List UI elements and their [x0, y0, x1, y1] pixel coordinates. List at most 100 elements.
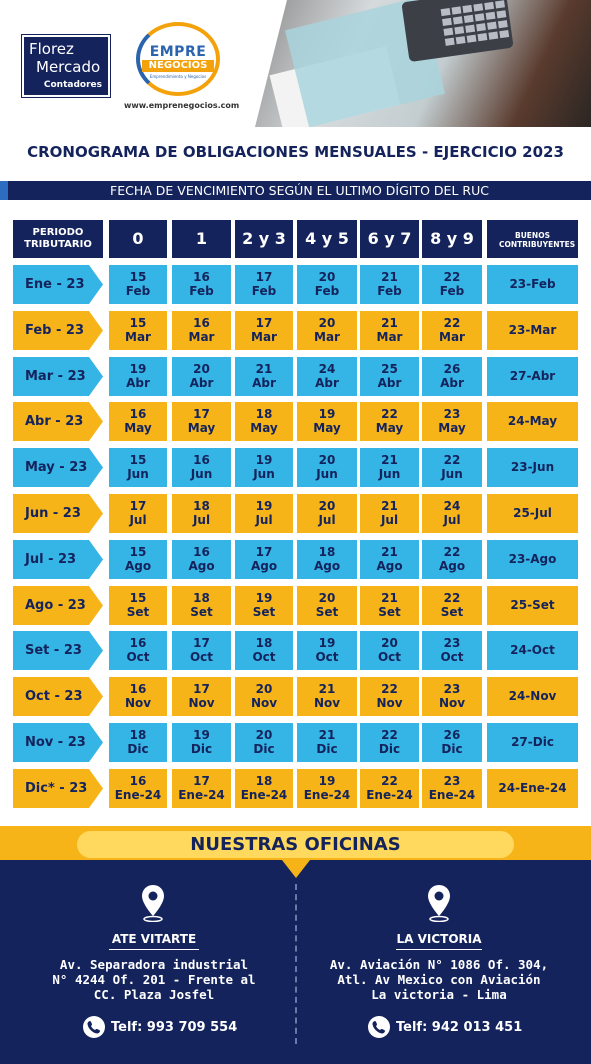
due-date-cell: 26 Abr: [422, 357, 482, 396]
good-taxpayer-date: 27-Dic: [487, 723, 578, 762]
due-day: 21: [381, 591, 398, 605]
due-date-cell: 19 Set: [235, 586, 293, 625]
period-cell: Ago - 23: [13, 586, 103, 625]
due-month: Ago: [438, 559, 466, 573]
due-day: 17: [129, 499, 147, 513]
due-date-cell: 23 Oct: [422, 631, 482, 670]
due-date-cell: 22 May: [360, 402, 419, 441]
due-date-cell: 19 May: [297, 402, 357, 441]
due-month: Oct: [252, 650, 276, 664]
due-day: 15: [129, 316, 147, 330]
header-digit-4-5: 4 y 5: [297, 220, 357, 258]
due-month: Jul: [192, 513, 211, 527]
calculator-key: [442, 17, 452, 27]
due-day: 21: [318, 728, 336, 742]
due-date-cell: 17 Feb: [235, 265, 293, 304]
due-date-cell: 24 Abr: [297, 357, 357, 396]
logo-text-bottom: NEGOCIOS: [142, 60, 214, 72]
due-date-cell: 17 Ene-24: [172, 769, 231, 808]
due-month: Nov: [124, 696, 152, 710]
office-left-address: Av. Separadora industrial N° 4244 Of. 20…: [24, 957, 284, 1002]
calculator-key: [495, 0, 505, 9]
due-day: 18: [255, 636, 273, 650]
due-date-cell: 19 Jul: [235, 494, 293, 533]
due-month: Nov: [188, 696, 215, 710]
due-date-cell: 19 Jun: [235, 448, 293, 487]
due-month: Abr: [189, 376, 214, 390]
due-day: 22: [381, 728, 398, 742]
page-title: CRONOGRAMA DE OBLIGACIONES MENSUALES - E…: [27, 143, 564, 161]
due-month: Jul: [255, 513, 273, 527]
due-month: Dic: [316, 742, 338, 756]
due-date-cell: 17 May: [172, 402, 231, 441]
due-day: 16: [193, 453, 210, 467]
header-period: PERIODO TRIBUTARIO: [13, 220, 103, 258]
photo-calculator: [401, 0, 514, 63]
due-month: May: [250, 421, 278, 435]
due-month: Jul: [443, 513, 461, 527]
location-pin-icon: [428, 885, 450, 922]
calculator-key: [444, 37, 455, 46]
calculator-key: [474, 13, 485, 22]
due-day: 20: [193, 362, 210, 376]
due-month: Jun: [190, 467, 213, 481]
calculator-key: [455, 36, 466, 45]
calculator-key: [496, 10, 507, 19]
due-day: 23: [443, 636, 461, 650]
office-right-phone[interactable]: Telf: 942 013 451: [396, 1020, 523, 1035]
period-cell: Ene - 23: [13, 265, 103, 304]
office-right-underline: [396, 949, 482, 950]
due-day: 22: [443, 545, 461, 559]
due-day: 16: [193, 316, 210, 330]
due-day: 19: [255, 591, 273, 605]
header-digit-0: 0: [109, 220, 167, 258]
due-date-cell: 22 Set: [422, 586, 482, 625]
calculator-key: [452, 16, 463, 25]
due-date-cell: 19 Abr: [109, 357, 167, 396]
due-date-cell: 21 Abr: [235, 357, 293, 396]
due-day: 15: [129, 270, 147, 284]
due-month: Feb: [189, 284, 214, 298]
due-month: Set: [252, 605, 276, 619]
header-digit-2-3: 2 y 3: [235, 220, 293, 258]
due-day: 19: [255, 499, 273, 513]
due-day: 19: [255, 453, 273, 467]
due-date-cell: 16 Oct: [109, 631, 167, 670]
partner-url: www.emprenegocios.com: [124, 101, 240, 110]
office-left-phone[interactable]: Telf: 993 709 554: [111, 1020, 238, 1035]
office-right-address: Av. Aviación N° 1086 Of. 304, Atl. Av Me…: [309, 957, 569, 1002]
due-month: Abr: [126, 376, 150, 390]
due-day: 20: [318, 453, 336, 467]
due-date-cell: 17 Nov: [172, 677, 231, 716]
calculator-key: [488, 31, 499, 40]
due-month: Mar: [188, 330, 215, 344]
period-cell: Abr - 23: [13, 402, 103, 441]
due-month: Feb: [439, 284, 465, 298]
due-month: Jul: [129, 513, 147, 527]
calculator-key: [465, 24, 476, 33]
good-taxpayer-date: 24-Oct: [487, 631, 578, 670]
due-date-cell: 16 Feb: [172, 265, 231, 304]
due-day: 20: [318, 316, 336, 330]
due-date-cell: 17 Jul: [109, 494, 167, 533]
due-date-cell: 18 May: [235, 402, 293, 441]
due-month: Nov: [438, 696, 466, 710]
due-date-cell: 18 Ago: [297, 540, 357, 579]
offices-divider: [295, 884, 297, 1044]
due-date-cell: 16 Ago: [172, 540, 231, 579]
due-day: 22: [381, 682, 398, 696]
due-month: Abr: [315, 376, 339, 390]
address-line: CC. Plaza Josfel: [93, 987, 215, 1002]
calculator-key: [466, 34, 477, 43]
calculator-key: [477, 33, 488, 42]
logo-ring: [136, 22, 220, 96]
due-date-cell: 17 Mar: [235, 311, 293, 350]
due-month: Dic: [378, 742, 401, 756]
due-day: 25: [381, 362, 398, 376]
header-digit-1: 1: [172, 220, 231, 258]
due-date-cell: 19 Oct: [297, 631, 357, 670]
due-month: Oct: [126, 650, 150, 664]
due-day: 18: [193, 499, 210, 513]
due-date-cell: 15 Mar: [109, 311, 167, 350]
due-month: May: [124, 421, 152, 435]
